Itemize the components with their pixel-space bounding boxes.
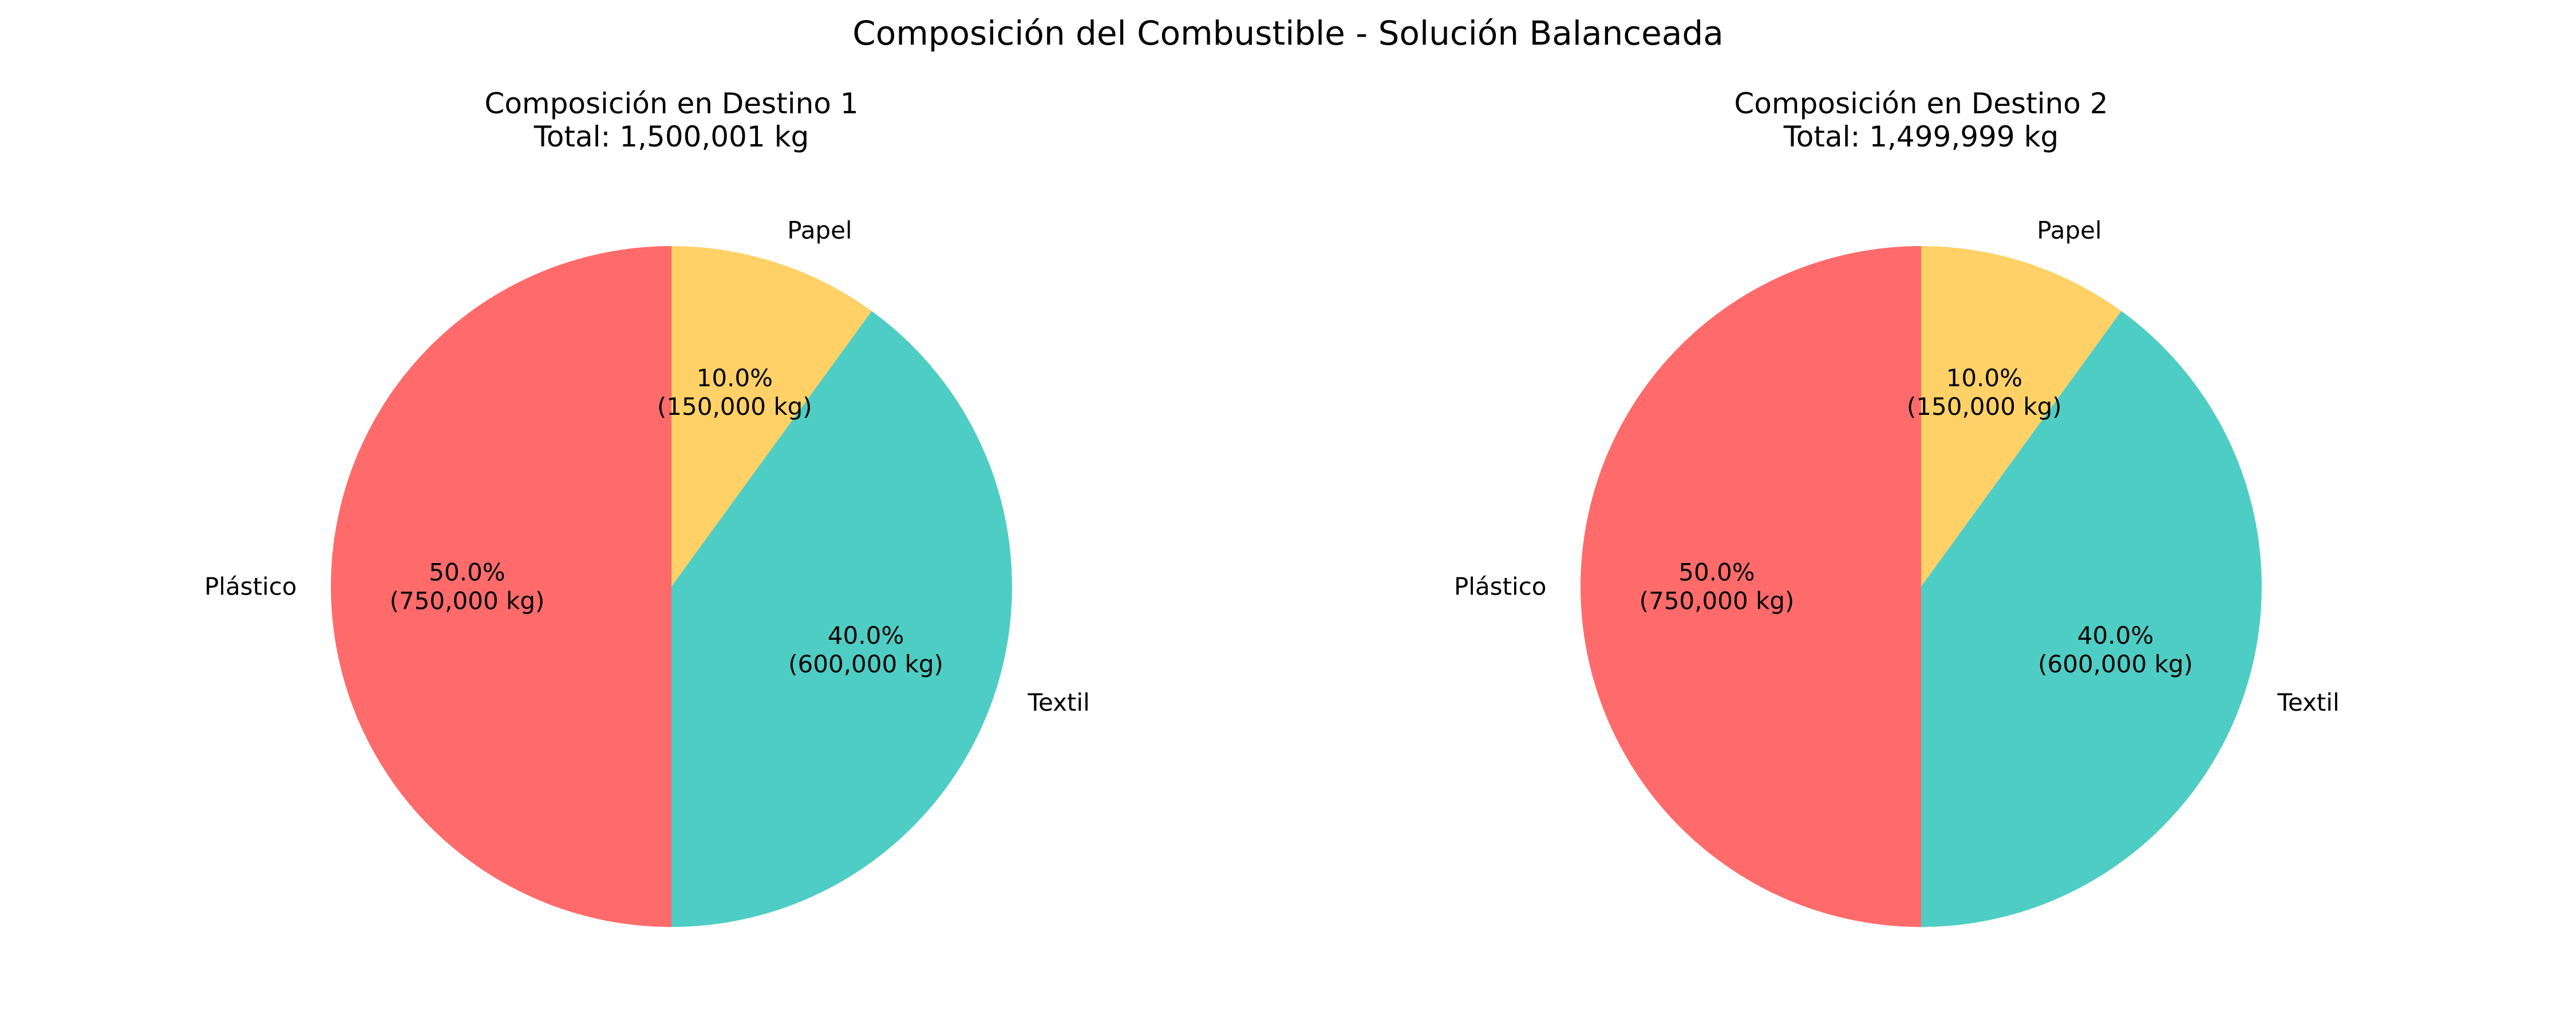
slice-label-textil: Textil [1027,688,1089,716]
pie-slice-textil [1921,311,2262,927]
slice-percent-textil: 40.0% [828,621,904,649]
slice-label-papel: Papel [2037,216,2101,244]
pie-subtitle-destino-1: Total: 1,500,001 kg [534,120,809,153]
slice-percent-textil: 40.0% [2077,621,2154,649]
pie-title-destino-1: Composición en Destino 1 [484,87,858,120]
slice-value-plastico: (750,000 kg) [390,587,545,615]
slice-value-textil: (600,000 kg) [788,650,943,678]
slice-label-plastico: Plástico [204,573,297,601]
slice-percent-papel: 10.0% [697,364,773,392]
slice-label-plastico: Plástico [1454,573,1547,601]
pie-slice-textil [671,311,1012,927]
slice-value-papel: (150,000 kg) [657,393,812,421]
figure-title: Composición del Combustible - Solución B… [852,14,1723,53]
slice-value-textil: (600,000 kg) [2038,650,2193,678]
pie-labels-destino-1: Papel 10.0%(150,000 kg) Textil 40.0%(600,00… [204,216,1090,716]
pie-slices-destino-1 [331,246,1012,927]
slice-percent-papel: 10.0% [1946,364,2022,392]
pie-slice-papel [1921,246,2121,587]
slice-value-plastico: (750,000 kg) [1639,587,1795,615]
pie-slice-plastico [331,246,671,927]
slice-label-textil: Textil [2277,688,2339,716]
pie-slice-plastico [1581,246,1921,927]
pie-subtitle-destino-2: Total: 1,499,999 kg [1783,120,2059,153]
slice-percent-plastico: 50.0% [1678,558,1755,587]
slice-label-papel: Papel [787,216,852,244]
pie-chart-destino-1: Composición en Destino 1 Total: 1,500,00… [204,87,1090,927]
pie-slice-papel [671,246,872,587]
pie-slices-destino-2 [1581,246,2262,927]
pie-title-destino-2: Composición en Destino 2 [1734,87,2108,120]
slice-percent-plastico: 50.0% [429,558,505,587]
pie-labels-destino-2: Papel 10.0%(150,000 kg) Textil 40.0%(600,00… [1454,216,2340,716]
slice-value-papel: (150,000 kg) [1907,393,2062,421]
pie-chart-destino-2: Composición en Destino 2 Total: 1,499,99… [1454,87,2340,927]
